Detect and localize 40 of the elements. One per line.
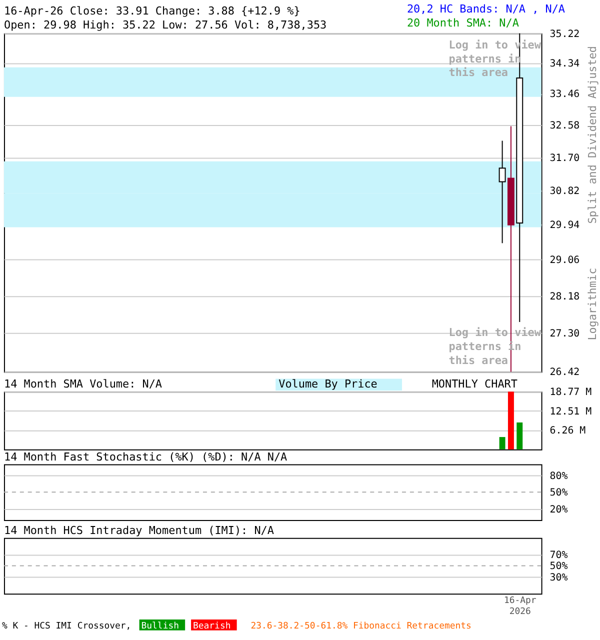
y-tick-label: 30%: [550, 572, 568, 584]
y-tick-label: 30.82: [550, 186, 580, 197]
y-tick-label: 35.22: [550, 28, 580, 40]
chart-title: 16-Apr-26 Close: 33.91 Change: 3.88 {+12.9 %}: [4, 4, 300, 18]
candlestick: [498, 140, 506, 244]
y-tick-label: 70%: [550, 550, 568, 562]
text: 20,2 HC Bands: N/A , N/A: [406, 2, 566, 16]
y-tick-label: 20%: [550, 504, 568, 516]
chart-title: 14 Month SMA Volume: N/A: [4, 378, 162, 391]
text: 23.6-38.2-50-61.8% Fibonacci Retracements: [250, 621, 472, 632]
y-tick-label: 50%: [550, 561, 568, 572]
text: % K - HCS IMI Crossover,: [2, 621, 132, 632]
chart-title: 14 Month HCS Intraday Momentum (IMI): N/A: [4, 524, 274, 537]
y-tick-label: 27.30: [550, 328, 580, 340]
y-tick-label: 29.06: [550, 255, 580, 266]
chart-subtitle: Open: 29.98 High: 35.22 Low: 27.56 Vol: 8,738,353: [4, 18, 327, 32]
bar: [516, 422, 523, 450]
text: Bearish: [193, 621, 231, 632]
bar: [508, 392, 514, 450]
y-tick-label: 29.94: [550, 220, 580, 232]
y-tick-label: 6.26 M: [550, 426, 586, 437]
y-tick-label: 28.18: [550, 291, 580, 302]
y-tick-label: 33.46: [550, 89, 580, 100]
y-tick-label: 32.58: [550, 120, 580, 132]
y-tick-label: 12.51 M: [550, 406, 592, 418]
text: Split and Dividend Adjusted: [586, 46, 600, 224]
text: 20 Month SMA: N/A: [406, 16, 520, 30]
text: MONTHLY CHART: [432, 378, 518, 391]
x-tick-label: 16-Apr 2026: [504, 596, 537, 618]
y-tick-label: 80%: [550, 470, 568, 482]
text: Bullish: [141, 621, 179, 632]
y-tick-label: 31.70: [550, 152, 580, 164]
y-tick-label: 50%: [550, 488, 568, 499]
text: Logarithmic: [586, 268, 600, 340]
text: Volume By Price: [278, 378, 378, 391]
y-tick-label: 34.34: [550, 58, 580, 70]
bar: [499, 437, 506, 450]
y-tick-label: 26.42: [550, 367, 580, 378]
y-tick-label: 18.77 M: [550, 387, 592, 398]
chart-title: 14 Month Fast Stochastic (%K) (%D): N/A N/A: [4, 450, 288, 464]
